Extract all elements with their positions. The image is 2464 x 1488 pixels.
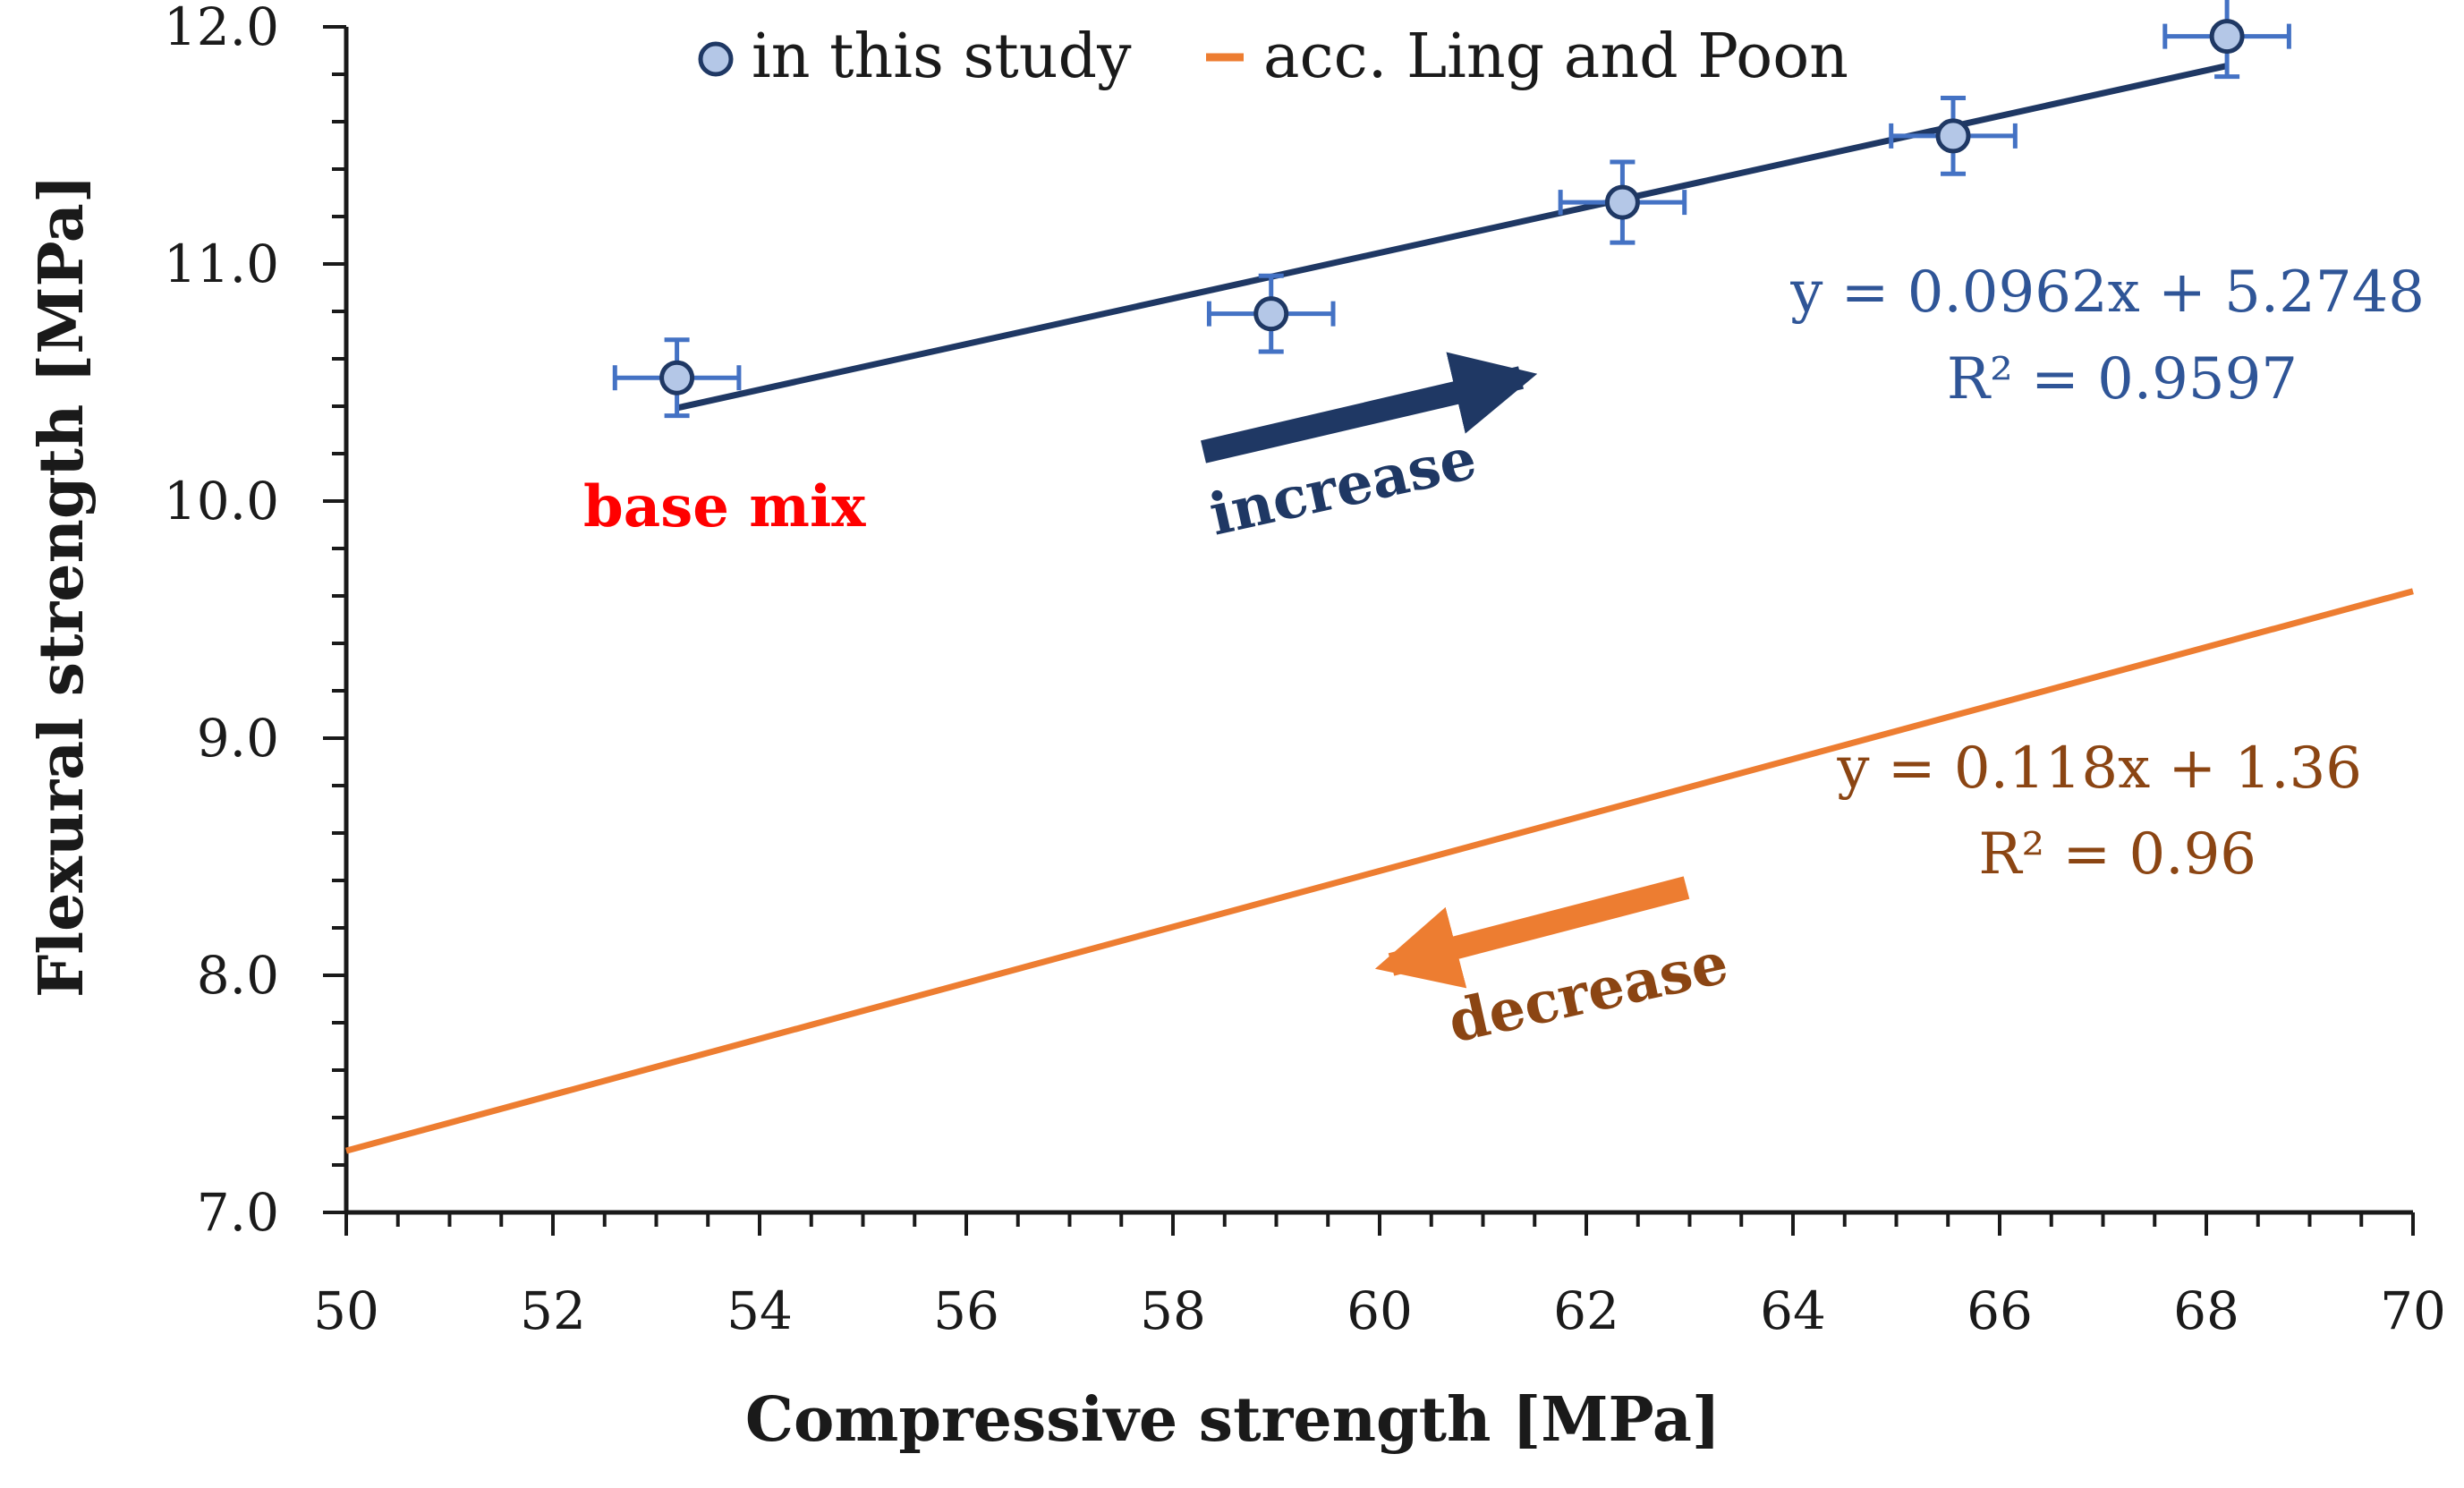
data-point-study: [1889, 96, 2018, 176]
data-point-study: [612, 337, 742, 419]
y-tick-label: 12.0: [164, 0, 279, 57]
data-point-study: [2162, 0, 2291, 80]
x-axis-title: Compressive strength [MPa]: [745, 1384, 1721, 1456]
x-tick-label: 62: [1553, 1280, 1619, 1341]
r-squared-ling-poon: R² = 0.96: [1978, 821, 2256, 888]
y-ticks: 7.0 8.0 9.0 10.0 11.0 12.0: [164, 0, 346, 1243]
marker: [2209, 19, 2245, 55]
series-points-study: [612, 0, 2291, 419]
series-trendline-study: [675, 63, 2228, 412]
increase-arrow: [1201, 352, 1538, 463]
equation-ling-poon: y = 0.118x + 1.36: [1836, 735, 2362, 802]
x-tick-label: 68: [2173, 1280, 2239, 1341]
y-tick-label: 10.0: [164, 471, 279, 531]
x-ticks: 50 52 54 56 58 60 62 64 66 68 70: [313, 1212, 2446, 1341]
x-tick-label: 66: [1967, 1280, 2033, 1341]
x-tick-label: 52: [520, 1280, 586, 1341]
series-line-ling-poon: [345, 588, 2414, 1154]
x-tick-label: 56: [933, 1280, 999, 1341]
x-tick-label: 70: [2380, 1280, 2446, 1341]
y-tick-label: 9.0: [197, 708, 279, 769]
equation-study: y = 0.0962x + 5.2748: [1789, 259, 2425, 326]
y-axis-title: Flexural strength [MPa]: [26, 174, 98, 998]
legend-label-study: in this study: [752, 21, 1132, 92]
x-tick-label: 64: [1760, 1280, 1826, 1341]
marker: [1604, 184, 1640, 220]
legend: in this study acc. Ling and Poon: [698, 21, 1848, 92]
decrease-arrow: [1374, 876, 1690, 989]
data-point-study: [1206, 273, 1336, 354]
x-tick-label: 60: [1347, 1280, 1413, 1341]
marker: [1253, 296, 1289, 332]
x-tick-label: 50: [313, 1280, 379, 1341]
y-tick-label: 8.0: [197, 945, 279, 1006]
legend-label-ling-poon: acc. Ling and Poon: [1263, 21, 1848, 92]
x-tick-label: 54: [726, 1280, 793, 1341]
marker: [659, 360, 695, 395]
x-tick-label: 58: [1140, 1280, 1206, 1341]
marker: [1935, 118, 1971, 154]
data-point-study: [1558, 159, 1687, 245]
legend-marker-study: [698, 41, 734, 77]
r-squared-study: R² = 0.9597: [1947, 346, 2298, 412]
annotation-base-mix: base mix: [583, 473, 866, 540]
axes: [344, 27, 2413, 1215]
y-tick-label: 11.0: [164, 234, 279, 294]
y-tick-label: 7.0: [197, 1182, 279, 1243]
